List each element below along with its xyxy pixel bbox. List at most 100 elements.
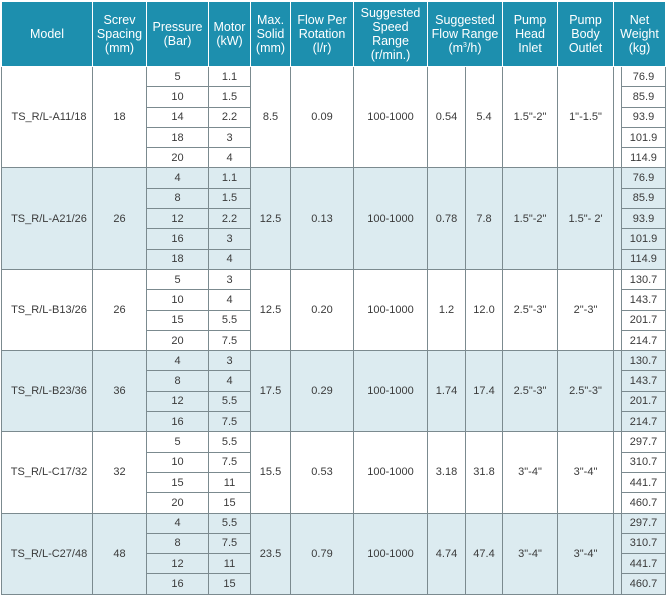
speed-range-cell: 100-1000 [353, 167, 428, 270]
max-solid-cell: 12.5 [250, 167, 291, 270]
table-row: 16 15 460.7 [2, 573, 667, 595]
table-row: 14 2.2 93.9 [2, 106, 667, 128]
motor-cell: 4 [208, 289, 251, 311]
flow-max-cell: 12.0 [464, 268, 504, 352]
table-row: 8 1.5 85.9 [2, 187, 667, 210]
net-weight-cell: 201.7 [621, 309, 667, 331]
flow-min-cell: 0.54 [427, 65, 466, 169]
net-weight-cell: 441.7 [621, 471, 667, 494]
net-weight-cell: 101.9 [621, 228, 667, 250]
pump-body-outlet-cell: 3"-4" [557, 431, 615, 514]
table-row: TS_R/L-A11/18 18 5 1.1 8.5 0.09 100-1000 0.54 5.… [1, 65, 667, 169]
screw-spacing-cell: 48 [92, 512, 147, 595]
header-net-weight: Net Weight (kg) [613, 1, 667, 67]
motor-cell: 3 [208, 126, 251, 149]
table-row: TS_R/L-C17/32 32 5 5.5 15.5 0.53 100-1000 3.18 3… [1, 431, 667, 514]
net-weight-cell: 214.7 [621, 411, 667, 433]
model-cell: TS_R/L-C27/48 [1, 512, 93, 595]
motor-cell: 7.5 [208, 451, 251, 473]
motor-cell: 5.5 [208, 431, 251, 453]
pump-head-inlet-cell: 3"-4" [502, 512, 559, 595]
flow-min-cell: 1.74 [427, 350, 466, 433]
net-weight-cell: 76.9 [621, 65, 667, 88]
weight-spacer-cell [613, 350, 623, 433]
net-weight-cell: 85.9 [621, 86, 667, 108]
table-row: 18 4 114.9 [2, 248, 667, 270]
table-row: 12 2.2 93.9 [2, 208, 667, 230]
pump-head-inlet-cell: 2.5"-3" [502, 268, 559, 352]
screw-spacing-cell: 26 [92, 167, 147, 270]
screw-spacing-cell: 32 [92, 431, 147, 514]
net-weight-cell: 214.7 [621, 329, 667, 352]
max-solid-cell: 15.5 [250, 431, 291, 514]
pump-body-outlet-cell: 2"-3" [557, 268, 615, 352]
table-row: 8 7.5 310.7 [2, 532, 667, 555]
table-row: 15 5.5 201.7 [2, 309, 667, 331]
net-weight-cell: 297.7 [621, 512, 667, 534]
header-screw-spacing: Screv Spacing (mm) [92, 1, 147, 67]
flow-max-cell: 17.4 [464, 350, 504, 433]
pressure-cell: 20 [146, 329, 209, 352]
table-row: 16 7.5 214.7 [2, 411, 667, 433]
pressure-cell: 16 [146, 228, 209, 250]
table-row: 20 15 460.7 [2, 492, 667, 514]
table-row: TS_R/L-C27/48 48 4 5.5 23.5 0.79 100-1000 4.74 4… [1, 512, 667, 595]
table-row: TS_R/L-B23/36 36 4 3 17.5 0.29 100-1000 1.74 17.… [1, 350, 667, 433]
table-row: 10 1.5 85.9 [2, 86, 667, 108]
model-cell: TS_R/L-A11/18 [1, 65, 93, 169]
header-pump-head-inlet: Pump Head Inlet [502, 1, 559, 67]
motor-cell: 11 [208, 471, 251, 494]
pressure-cell: 10 [146, 451, 209, 473]
motor-cell: 7.5 [208, 411, 251, 433]
net-weight-cell: 297.7 [621, 431, 667, 453]
net-weight-cell: 310.7 [621, 532, 667, 555]
pressure-cell: 5 [146, 65, 209, 88]
pressure-cell: 15 [146, 471, 209, 494]
speed-range-cell: 100-1000 [353, 431, 428, 514]
flow-min-cell: 1.2 [427, 268, 466, 352]
net-weight-cell: 114.9 [621, 147, 667, 169]
pressure-cell: 20 [146, 492, 209, 514]
screw-spacing-cell: 26 [92, 268, 147, 352]
pressure-cell: 4 [146, 350, 209, 372]
header-max-solid: Max. Solid (mm) [250, 1, 291, 67]
header-pressure: Pressure (Bar) [146, 1, 209, 67]
motor-cell: 5.5 [208, 309, 251, 331]
pressure-cell: 5 [146, 268, 209, 291]
motor-cell: 3 [208, 350, 251, 372]
pump-body-outlet-cell: 1"-1.5" [557, 65, 615, 169]
motor-cell: 2.2 [208, 208, 251, 230]
net-weight-cell: 85.9 [621, 187, 667, 210]
weight-spacer-cell [613, 431, 623, 514]
motor-cell: 3 [208, 268, 251, 291]
net-weight-cell: 101.9 [621, 126, 667, 149]
pressure-cell: 8 [146, 532, 209, 555]
table-body: TS_R/L-A11/18 18 5 1.1 8.5 0.09 100-1000 0.54 5.… [1, 65, 667, 595]
flow-per-rotation-cell: 0.20 [290, 268, 354, 352]
model-cell: TS_R/L-B13/26 [1, 268, 93, 352]
net-weight-cell: 130.7 [621, 350, 667, 372]
net-weight-cell: 76.9 [621, 167, 667, 189]
pressure-cell: 12 [146, 390, 209, 413]
table-row: TS_R/L-B13/26 26 5 3 12.5 0.20 100-1000 1.2 12.0… [1, 268, 667, 352]
pressure-cell: 12 [146, 553, 209, 575]
motor-cell: 1.5 [208, 86, 251, 108]
motor-cell: 15 [208, 492, 251, 514]
table-row: TS_R/L-A21/26 26 4 1.1 12.5 0.13 100-1000 0.78 7… [1, 167, 667, 270]
net-weight-cell: 310.7 [621, 451, 667, 473]
net-weight-cell: 93.9 [621, 208, 667, 230]
flow-per-rotation-cell: 0.13 [290, 167, 354, 270]
header-flow-range: Suggested Flow Range (m3/h) [426, 1, 504, 67]
flow-per-rotation-cell: 0.29 [290, 350, 354, 433]
screw-spacing-cell: 36 [92, 350, 147, 433]
pressure-cell: 18 [146, 126, 209, 149]
net-weight-cell: 114.9 [621, 248, 667, 270]
flow-min-cell: 3.18 [427, 431, 466, 514]
motor-cell: 5.5 [208, 512, 251, 534]
max-solid-cell: 12.5 [250, 268, 291, 352]
pressure-cell: 16 [146, 573, 209, 595]
motor-cell: 4 [208, 147, 251, 169]
pump-body-outlet-cell: 3"-4" [557, 512, 615, 595]
net-weight-cell: 93.9 [621, 106, 667, 128]
